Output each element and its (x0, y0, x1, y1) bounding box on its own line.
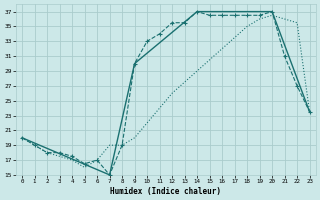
X-axis label: Humidex (Indice chaleur): Humidex (Indice chaleur) (110, 187, 221, 196)
